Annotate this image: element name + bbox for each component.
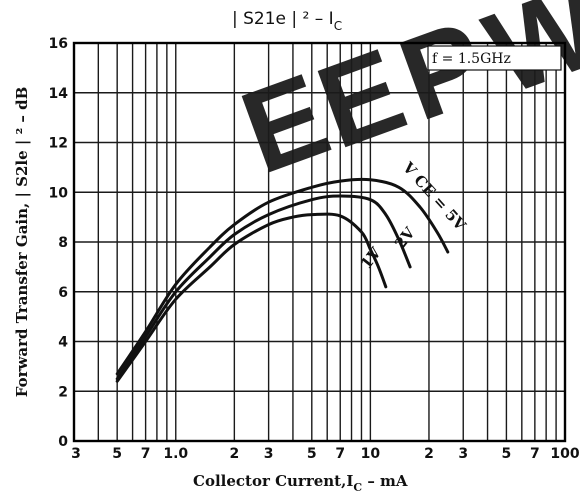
series-curve-1v — [115, 212, 388, 383]
y-tick-label: 14 — [49, 86, 69, 102]
series-label-2v: 2V — [391, 224, 419, 253]
plot-frame — [72, 41, 567, 443]
x-axis-label-main: Collector Current,I — [193, 472, 353, 490]
x-tick-label: 2 — [424, 446, 434, 462]
frequency-note: f = 1.5GHz — [432, 51, 511, 67]
x-tick-label: 5 — [502, 446, 512, 462]
y-tick-label: 2 — [58, 384, 68, 400]
chart-title-main: | S21e | ² – I — [232, 9, 334, 29]
y-tick-label: 10 — [49, 185, 69, 201]
x-tick-label: 7 — [335, 446, 345, 462]
series-curve-5v — [115, 177, 450, 376]
x-tick-label: 5 — [112, 446, 122, 462]
x-tick-label: 3 — [458, 446, 468, 462]
x-axis-label-suffix: – mA — [362, 472, 408, 490]
y-axis-label: Forward Transfer Gain, | S2le | ² – dB — [13, 87, 31, 398]
y-tick-label: 12 — [49, 136, 68, 152]
y-tick-label: 6 — [58, 285, 68, 301]
y-tick-label: 4 — [58, 335, 68, 351]
x-tick-label: 3 — [264, 446, 274, 462]
y-tick-label: 16 — [49, 36, 68, 52]
series-curves — [115, 177, 450, 383]
chart-title-subscript: C — [334, 19, 342, 33]
x-tick-label: 3 — [71, 446, 81, 462]
x-tick-label: 10 — [361, 446, 381, 462]
x-tick-label: 5 — [307, 446, 317, 462]
x-tick-label: 7 — [530, 446, 540, 462]
x-axis-label-subscript: C — [353, 481, 362, 494]
x-tick-labels: 3 5 7 1.0 2 3 5 7 10 2 3 5 7 100 — [71, 446, 580, 462]
y-tick-label: 0 — [58, 434, 68, 450]
frequency-note-box — [427, 45, 562, 71]
y-tick-labels: 0 2 4 6 8 10 12 14 16 — [49, 36, 69, 450]
series-curve-2v — [115, 194, 412, 381]
y-tick-label: 8 — [58, 235, 68, 251]
x-tick-label: 7 — [141, 446, 151, 462]
x-tick-label: 2 — [229, 446, 239, 462]
x-tick-label: 1.0 — [163, 446, 188, 462]
x-axis-label: Collector Current,IC – mA — [193, 472, 408, 494]
chart-title: | S21e | ² – IC — [232, 9, 342, 33]
x-tick-label: 100 — [550, 446, 579, 462]
